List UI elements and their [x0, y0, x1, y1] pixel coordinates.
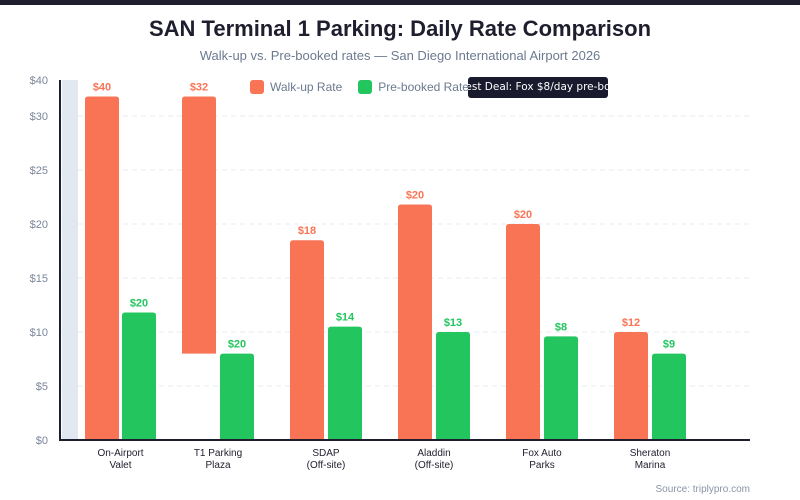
data-label: $12	[622, 317, 640, 329]
legend: Walk-up Rate Pre-booked Rate	[250, 80, 485, 94]
walkup-bar	[398, 204, 432, 440]
data-label: $13	[444, 317, 462, 329]
y-tick-label: $30	[30, 111, 48, 123]
x-tick-label: (Off-site)	[307, 460, 346, 471]
y-tick-label: $15	[30, 273, 48, 285]
legend-item-prebooked[interactable]: Pre-booked Rate	[358, 80, 469, 94]
data-label: $20	[228, 339, 246, 351]
x-tick-label: Valet	[109, 460, 131, 471]
data-label: $14	[336, 312, 355, 324]
x-tick-label: Aladdin	[417, 448, 450, 459]
tooltip: Latest Deal: Fox $8/day pre-booked	[468, 77, 608, 98]
chart-subtitle: Walk-up vs. Pre-booked rates — San Diego…	[199, 48, 601, 63]
prebooked-bar	[220, 353, 254, 440]
y-tick-label: $10	[30, 327, 48, 339]
x-tick-label: SDAP	[312, 448, 340, 459]
source-note: Source: triplypro.com	[655, 484, 750, 495]
y-tick-label: $40	[30, 75, 48, 87]
prebooked-bar	[652, 353, 686, 440]
data-label: $18	[298, 225, 316, 237]
x-tick-label: Sheraton	[630, 448, 671, 459]
data-label: $9	[663, 339, 675, 351]
chart-title: SAN Terminal 1 Parking: Daily Rate Compa…	[148, 16, 652, 41]
walkup-bar	[290, 240, 324, 440]
x-tick-label: Marina	[635, 460, 666, 471]
data-label: $8	[555, 321, 567, 333]
y-tick-label: $25	[30, 165, 48, 177]
walkup-bar	[614, 332, 648, 440]
x-tick-label: T1 Parking	[194, 448, 242, 459]
y-tick-label: $20	[30, 219, 48, 231]
data-label: $32	[190, 82, 208, 94]
x-tick-label: Plaza	[205, 460, 230, 471]
prebooked-bar	[436, 332, 470, 440]
legend-swatch	[358, 80, 373, 94]
top-bar	[0, 0, 800, 5]
legend-label: Pre-booked Rate	[378, 80, 469, 94]
prebooked-bar	[544, 336, 578, 440]
walkup-bar	[85, 96, 119, 440]
walkup-bar	[182, 96, 216, 354]
x-tick-label: Fox Auto	[522, 448, 562, 459]
data-label: $40	[93, 82, 111, 94]
data-label: $20	[406, 190, 424, 202]
tooltip-text: Latest Deal: Fox $8/day pre-booked	[468, 81, 608, 93]
legend-item-walkup[interactable]: Walk-up Rate	[250, 80, 342, 94]
legend-label: Walk-up Rate	[270, 80, 343, 94]
x-tick-label: (Off-site)	[415, 460, 454, 471]
data-label: $20	[130, 298, 148, 310]
walkup-bar	[506, 224, 540, 440]
x-tick-label: Parks	[529, 460, 555, 471]
data-label: $20	[514, 209, 532, 221]
legend-swatch	[250, 80, 264, 94]
prebooked-bar	[122, 312, 156, 440]
y-tick-label: $5	[36, 381, 48, 393]
prebooked-bar	[328, 326, 362, 440]
x-tick-label: On-Airport	[97, 448, 143, 459]
y-tick-label: $0	[36, 435, 48, 447]
